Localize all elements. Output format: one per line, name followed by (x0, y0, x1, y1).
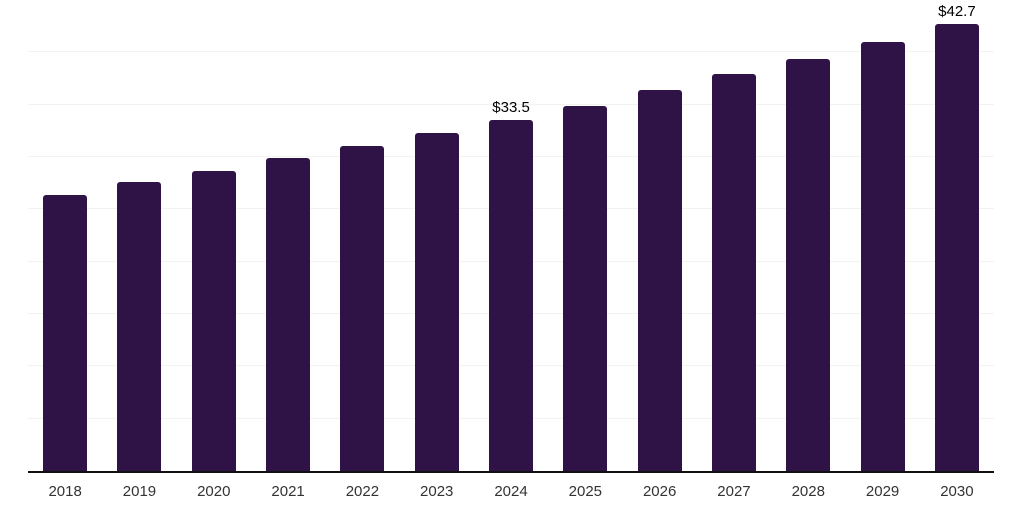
bar-slot-2021 (251, 0, 325, 471)
x-label-2028: 2028 (791, 482, 825, 500)
bar-2019 (117, 182, 162, 471)
point-label-2030: $42.7 (938, 3, 976, 21)
gridline-35 (28, 103, 994, 105)
x-label-2018: 2018 (48, 482, 82, 500)
x-label-2023: 2023 (420, 482, 454, 500)
bar-2029 (860, 41, 905, 471)
bar-2030: $42.7 (934, 3, 979, 471)
bars-row: $33.5 $42.7 (28, 0, 994, 471)
bar-2023 (414, 132, 459, 471)
bar-2026 (637, 90, 682, 471)
bar-slot-2026 (623, 0, 697, 471)
x-label-2026: 2026 (642, 482, 677, 500)
bar-slot-2024: $33.5 (474, 0, 548, 471)
bar-slot-2018 (28, 0, 102, 471)
bar-2018 (43, 194, 88, 471)
x-label-2022: 2022 (345, 482, 380, 500)
bar-2024: $33.5 (489, 99, 534, 471)
bar-2021 (266, 158, 311, 471)
x-label-2019: 2019 (122, 482, 157, 500)
bar-2027 (711, 74, 756, 471)
bar-2022 (340, 145, 385, 471)
bar-slot-2025 (548, 0, 622, 471)
x-label-2024: 2024 (494, 482, 528, 500)
bar-slot-2029 (845, 0, 919, 471)
bar-2028 (786, 58, 831, 471)
gridline-40 (28, 51, 994, 53)
bar-slot-2023 (400, 0, 474, 471)
bar-slot-2022 (325, 0, 399, 471)
bar-slot-2019 (102, 0, 176, 471)
x-label-2029: 2029 (865, 482, 900, 500)
x-label-2030: 2030 (940, 482, 974, 500)
bar-slot-2030: $42.7 (920, 0, 994, 471)
bar-slot-2027 (697, 0, 771, 471)
bar-slot-2020 (177, 0, 251, 471)
x-label-2020: 2020 (197, 482, 231, 500)
x-label-2025: 2025 (568, 482, 603, 500)
bar-2025 (563, 105, 608, 471)
bar-2020 (191, 170, 236, 471)
x-label-2021: 2021 (271, 482, 305, 500)
plot-inner: $33.5 $42.7 (28, 0, 994, 471)
x-axis-labels: 2018 2019 2020 2021 2022 2023 2024 2025 2026 2027… (28, 480, 994, 502)
x-label-2027: 2027 (717, 482, 751, 500)
point-label-2024: $33.5 (492, 99, 530, 117)
plot-area: $33.5 $42.7 (28, 0, 994, 473)
bar-slot-2028 (771, 0, 845, 471)
